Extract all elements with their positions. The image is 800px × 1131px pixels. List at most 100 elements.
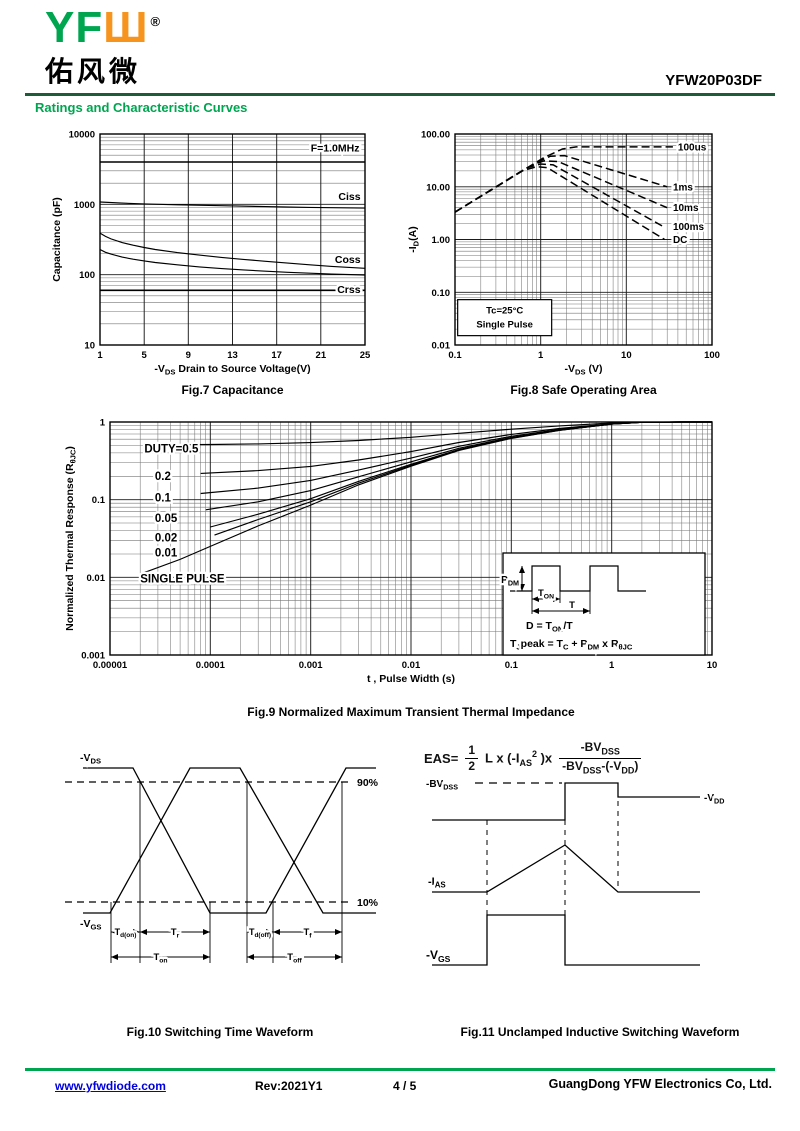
- svg-text:90%: 90%: [357, 777, 379, 789]
- fig8-caption: Fig.8 Safe Operating Area: [510, 383, 657, 397]
- page-number: 4 / 5: [393, 1079, 417, 1093]
- svg-text:10: 10: [621, 350, 632, 361]
- svg-text:TJpeak = TC + PDM x RθJC: TJpeak = TC + PDM x RθJC: [510, 638, 633, 652]
- svg-text:t , Pulse Width (s): t , Pulse Width (s): [367, 673, 455, 685]
- svg-text:17: 17: [271, 350, 282, 361]
- website-link[interactable]: www.yfwdiode.com: [55, 1079, 166, 1093]
- svg-text:Capacitance (pF): Capacitance (pF): [51, 197, 63, 282]
- svg-text:100: 100: [79, 270, 95, 281]
- svg-text:10.00: 10.00: [426, 182, 450, 193]
- svg-text:Crss: Crss: [337, 284, 361, 296]
- svg-text:100.00: 100.00: [421, 130, 450, 141]
- svg-text:1ms: 1ms: [673, 182, 693, 193]
- svg-text:-VDS (V): -VDS (V): [565, 363, 603, 377]
- svg-text:-VDD: -VDD: [704, 793, 724, 805]
- svg-text:0.05: 0.05: [155, 513, 178, 525]
- fig10-waveform-drawing: Td(on) Tr Td(off) Tf Ton Toff -VDS -VGS 90% 10%: [65, 750, 381, 967]
- svg-text:Td(off): Td(off): [249, 927, 271, 939]
- svg-text:21: 21: [316, 350, 327, 361]
- logo-chinese-name: 佑风微: [45, 56, 142, 87]
- svg-text:Tc=25°C: Tc=25°C: [486, 306, 523, 317]
- logo-yf-text: YF: [45, 3, 104, 52]
- svg-text:TON: TON: [538, 588, 554, 600]
- fig7-caption: Fig.7 Capacitance: [181, 383, 284, 397]
- logo-text: YFШ ®: [45, 6, 161, 50]
- svg-text:0.1: 0.1: [155, 493, 172, 505]
- svg-text:1: 1: [538, 350, 544, 361]
- svg-text:10: 10: [84, 341, 95, 352]
- fig11-uis-waveform: -BVDSS -VDD -IAS -VGS EAS= 1 2 L x (-IAS2 )x -B…: [410, 735, 790, 1047]
- fig10-caption: Fig.10 Switching Time Waveform: [126, 1025, 314, 1039]
- svg-text:0.01: 0.01: [87, 573, 106, 584]
- fig11-caption: Fig.11 Unclamped Inductive Switching Wav…: [460, 1025, 740, 1039]
- svg-text:25: 25: [360, 350, 371, 361]
- svg-text:-IAS: -IAS: [428, 876, 446, 890]
- svg-text:0.00001: 0.00001: [93, 660, 128, 671]
- footer-divider: [25, 1068, 775, 1071]
- fig7-capacitance-chart: 1 5 9 13 17 21 25 10 100 1000 10000 -VDS Drain to S…: [30, 126, 395, 408]
- svg-text:SINGLE PULSE: SINGLE PULSE: [140, 574, 225, 586]
- fig8-soa-chart: 0.1 1 10 100 0.01 0.10 1.00 10.00 100.00 -VDS (V)…: [408, 126, 790, 408]
- svg-text:0.1: 0.1: [448, 350, 462, 361]
- svg-text:10%: 10%: [357, 897, 379, 909]
- svg-text:0.1: 0.1: [505, 660, 519, 671]
- svg-text:Toff: Toff: [287, 952, 302, 964]
- part-number: YFW20P03DF: [665, 72, 762, 89]
- svg-text:100: 100: [704, 350, 720, 361]
- svg-text:-VDS Drain to Source Voltage(V: -VDS Drain to Source Voltage(V): [154, 363, 310, 377]
- svg-text:Tr: Tr: [171, 927, 180, 939]
- svg-text:0.0001: 0.0001: [196, 660, 226, 671]
- svg-text:-VGS: -VGS: [80, 918, 101, 932]
- svg-text:DUTY=0.5: DUTY=0.5: [144, 443, 199, 455]
- fig9-thermal-impedance-plot: 0.00001 0.0001 0.001 0.01 0.1 1 10 0.001 0.01 0.1…: [64, 418, 718, 686]
- header-divider: [25, 93, 775, 96]
- fig7-capacitance-plot: 1 5 9 13 17 21 25 10 100 1000 10000 -VDS Drain to S…: [51, 130, 371, 377]
- registered-trademark-icon: ®: [150, 14, 162, 30]
- svg-text:-VGS: -VGS: [426, 948, 451, 964]
- svg-text:F=1.0MHz: F=1.0MHz: [311, 143, 360, 155]
- svg-text:10: 10: [707, 660, 718, 671]
- company-name: GuangDong YFW Electronics Co, Ltd.: [548, 1077, 772, 1091]
- svg-text:0.001: 0.001: [299, 660, 323, 671]
- fig10-switching-waveform: Td(on) Tr Td(off) Tf Ton Toff -VDS -VGS 90% 10% F…: [40, 735, 400, 1047]
- svg-text:Normalized Thermal Response (R: Normalized Thermal Response (RθJC): [64, 446, 78, 631]
- svg-text:0.1: 0.1: [92, 495, 106, 506]
- svg-text:T: T: [569, 600, 575, 611]
- svg-text:9: 9: [186, 350, 191, 361]
- svg-text:0.001: 0.001: [81, 651, 105, 662]
- svg-text:-BVDSS: -BVDSS: [426, 779, 458, 791]
- svg-text:Tf: Tf: [303, 927, 312, 939]
- svg-text:13: 13: [227, 350, 238, 361]
- svg-text:1: 1: [100, 418, 106, 429]
- svg-text:10ms: 10ms: [673, 203, 699, 214]
- fig8-soa-plot: 0.1 1 10 100 0.01 0.10 1.00 10.00 100.00 -VDS (V)…: [408, 130, 720, 377]
- svg-text:Single Pulse: Single Pulse: [476, 320, 533, 331]
- svg-text:1: 1: [97, 350, 103, 361]
- revision-label: Rev:2021Y1: [255, 1079, 323, 1093]
- fig9-caption: Fig.9 Normalized Maximum Transient Therm…: [247, 705, 575, 719]
- svg-text:0.2: 0.2: [155, 471, 171, 483]
- svg-text:5: 5: [142, 350, 148, 361]
- svg-text:0.01: 0.01: [432, 341, 451, 352]
- svg-text:Ton: Ton: [153, 952, 167, 964]
- svg-text:0.01: 0.01: [402, 660, 421, 671]
- eas-formula: EAS= 1 2 L x (-IAS2 )x -BVDSS -BVDSS-(-VDD): [424, 740, 642, 777]
- svg-text:PDM: PDM: [501, 575, 519, 587]
- svg-text:Ciss: Ciss: [338, 191, 360, 203]
- svg-text:1.00: 1.00: [432, 235, 451, 246]
- svg-text:1: 1: [609, 660, 615, 671]
- yfw-logo: YFШ ® 佑风微: [45, 6, 161, 90]
- fig11-waveform-drawing: -BVDSS -VDD -IAS -VGS: [424, 777, 727, 966]
- svg-text:-VDS: -VDS: [80, 752, 101, 766]
- svg-text:1000: 1000: [74, 200, 95, 211]
- svg-text:0.01: 0.01: [155, 548, 178, 560]
- svg-text:Coss: Coss: [335, 254, 361, 266]
- svg-text:0.10: 0.10: [432, 288, 451, 299]
- section-title: Ratings and Characteristic Curves: [35, 100, 248, 115]
- svg-text:D = TON/T: D = TON/T: [526, 620, 573, 634]
- svg-text:-ID(A): -ID(A): [408, 226, 421, 252]
- fig9-thermal-impedance-chart: 0.00001 0.0001 0.001 0.01 0.1 1 10 0.001 0.01 0.1…: [60, 413, 750, 725]
- svg-text:10000: 10000: [69, 130, 95, 141]
- svg-text:100ms: 100ms: [673, 222, 705, 233]
